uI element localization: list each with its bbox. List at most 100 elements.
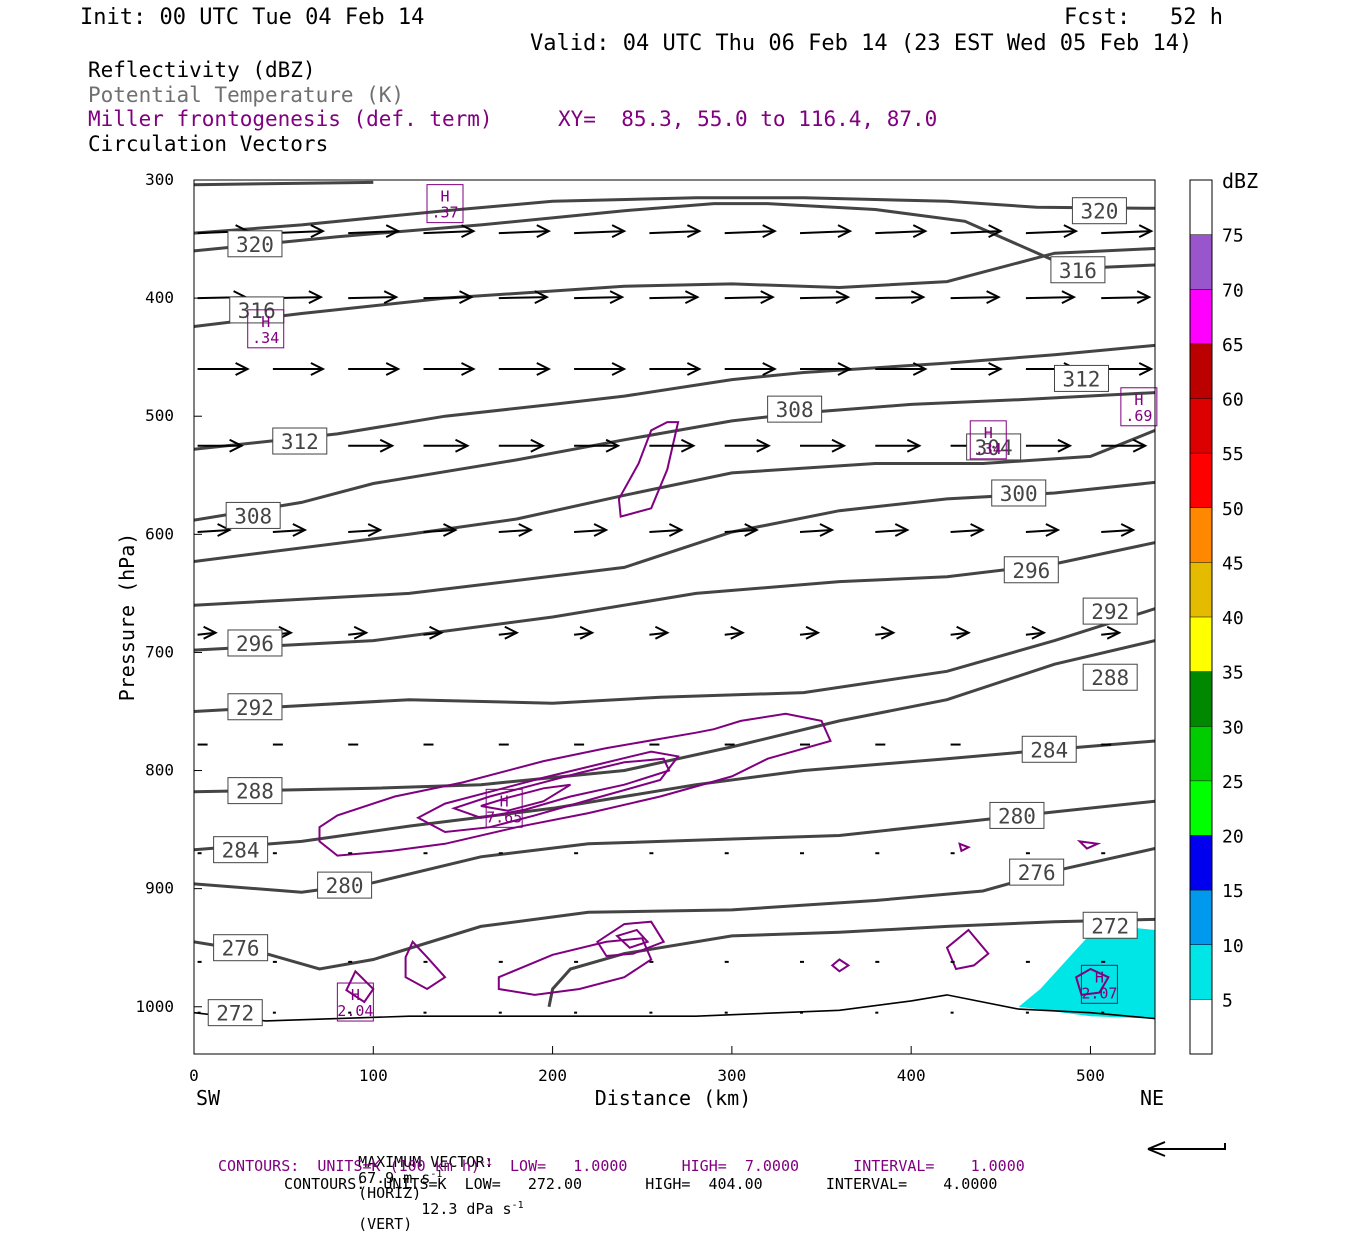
- theta-label: 308: [234, 504, 272, 528]
- theta-label: 276: [1018, 861, 1056, 885]
- vector-head: [912, 362, 928, 376]
- circulation-vector: [423, 631, 442, 636]
- vector-head: [819, 523, 835, 537]
- colorbar-segment: [1190, 617, 1212, 672]
- circulation-vector: [875, 230, 926, 235]
- max-vector-horiz: 67.9 m s: [358, 1169, 431, 1187]
- vector-head: [837, 362, 853, 376]
- circulation-vector: [724, 230, 775, 235]
- circulation-vector: [1101, 631, 1120, 636]
- vector-head: [880, 625, 896, 640]
- theta-contour: [194, 994, 1155, 1022]
- front-max-box: [1120, 387, 1158, 427]
- circulation-vector: [423, 528, 456, 533]
- circulation-vector: [348, 230, 399, 235]
- theta-label-box: [227, 777, 283, 805]
- circulation-vector: [574, 296, 623, 300]
- front-max-value: 2.04: [337, 1002, 373, 1020]
- vector-head: [534, 290, 550, 305]
- circulation-vector: [348, 528, 381, 533]
- x-end-right: NE: [1140, 1086, 1164, 1110]
- theta-label-box: [1050, 256, 1106, 284]
- circulation-vector: [724, 296, 773, 300]
- circulation-vector: [423, 296, 472, 300]
- theta-label: 292: [1091, 600, 1129, 624]
- colorbar-level: 35: [1222, 663, 1244, 684]
- colorbar-segment: [1190, 944, 1212, 1000]
- vector-head: [308, 290, 324, 305]
- circulation-vector: [423, 230, 474, 235]
- circulation-vector: [197, 631, 216, 636]
- front-max-value: .69: [1125, 407, 1152, 425]
- colorbar-segment: [1190, 890, 1212, 945]
- vector-head: [805, 625, 821, 640]
- cross-section-chart: 3203203163163123123083083043002962962922…: [115, 169, 1258, 1110]
- vector-head: [593, 523, 609, 537]
- circulation-vector: [498, 296, 547, 300]
- theta-contour: [194, 180, 374, 187]
- theta-contour: [194, 343, 1155, 451]
- vector-head: [762, 224, 777, 239]
- front-max-letter: H: [500, 792, 509, 810]
- vector-head: [906, 438, 922, 453]
- theta-label-box: [1021, 735, 1077, 763]
- colorbar-segment: [1190, 726, 1212, 781]
- circulation-vector: [498, 631, 517, 636]
- vector-head: [235, 362, 250, 376]
- front-max-letter: H: [261, 313, 270, 331]
- theta-contour: [194, 202, 1155, 271]
- contours1-values: LOW= 1.0000 HIGH= 7.0000 INTERVAL= 1.000…: [491, 1157, 1025, 1175]
- front-max-letter: H: [351, 986, 360, 1004]
- circulation-vector: [724, 528, 757, 533]
- vector-head: [760, 290, 775, 305]
- front-max-letter: H: [1095, 968, 1104, 986]
- vector-head: [310, 224, 326, 239]
- vector-head: [353, 625, 369, 640]
- x-tick-label: 500: [1076, 1066, 1105, 1085]
- vector-head: [988, 362, 1003, 376]
- colorbar-segment: [1190, 343, 1212, 399]
- theta-label: 284: [222, 839, 260, 863]
- y-tick-label: 800: [145, 761, 174, 780]
- colorbar-segment: [1190, 234, 1212, 290]
- vector-head: [1106, 625, 1122, 640]
- frontogenesis-contour: [596, 920, 666, 958]
- front-max-box: [426, 184, 464, 224]
- circulation-vector: [649, 528, 682, 533]
- field-theta: Potential Temperature (K): [88, 83, 405, 107]
- vector-head: [1063, 224, 1079, 239]
- vector-head: [654, 625, 670, 640]
- theta-label-box: [1082, 597, 1138, 625]
- circulation-vector: [1025, 296, 1074, 300]
- frontogenesis-contour: [1074, 967, 1110, 996]
- vector-head: [1132, 438, 1148, 453]
- theta-label-box: [227, 629, 283, 657]
- x-tick-label: 0: [189, 1066, 199, 1085]
- vector-head: [367, 523, 383, 537]
- vector-head: [611, 224, 627, 239]
- front-max-letter: H: [440, 188, 449, 206]
- vector-head: [762, 362, 777, 376]
- vector-head: [611, 362, 627, 376]
- colorbar-segment: [1190, 507, 1212, 563]
- circulation-vector: [950, 631, 969, 636]
- colorbar-level: 25: [1222, 772, 1244, 793]
- theta-label: 312: [281, 430, 319, 454]
- vector-head: [385, 224, 401, 239]
- reference-vector: [1147, 1141, 1226, 1157]
- theta-label-box: [317, 871, 373, 899]
- colorbar-segment: [1190, 999, 1212, 1054]
- colorbar-level: 45: [1222, 553, 1244, 574]
- circulation-vector: [1025, 631, 1045, 636]
- front-max-box: [969, 420, 1007, 460]
- vector-head: [910, 290, 926, 305]
- colorbar-level: 5: [1222, 990, 1233, 1011]
- theta-contour: [547, 917, 1155, 1008]
- colorbar-level: 60: [1222, 390, 1244, 411]
- frontogenesis-contour: [945, 928, 990, 971]
- circulation-vector: [799, 230, 851, 235]
- theta-label-box: [213, 934, 269, 962]
- vector-head: [744, 523, 759, 537]
- theta-label-box: [1082, 663, 1138, 691]
- vector-head: [831, 438, 847, 453]
